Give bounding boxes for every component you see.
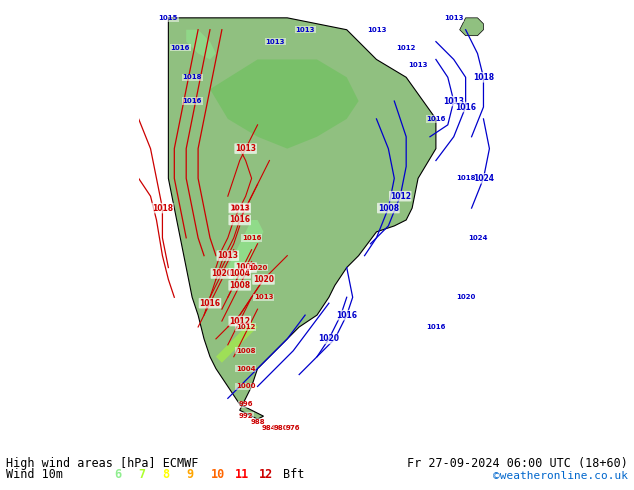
Text: 1016: 1016: [426, 116, 446, 122]
Text: 976: 976: [286, 425, 301, 431]
Polygon shape: [216, 321, 257, 363]
Text: 1013: 1013: [230, 205, 249, 211]
Text: ©weatheronline.co.uk: ©weatheronline.co.uk: [493, 471, 628, 481]
Text: 6: 6: [114, 468, 121, 481]
Text: 1020: 1020: [456, 294, 476, 300]
Text: 1018: 1018: [456, 175, 476, 181]
Text: 1012: 1012: [390, 192, 411, 201]
Text: 10: 10: [210, 468, 224, 481]
Text: 988: 988: [250, 419, 265, 425]
Text: 1008: 1008: [378, 203, 399, 213]
Text: 1018: 1018: [152, 203, 173, 213]
Text: 1004: 1004: [230, 269, 250, 278]
Text: 1016: 1016: [455, 102, 476, 112]
Text: 1018: 1018: [473, 73, 494, 82]
Text: 1012: 1012: [236, 324, 256, 330]
Text: 1008: 1008: [229, 281, 250, 290]
Text: 1024: 1024: [468, 235, 488, 241]
Text: 1016: 1016: [242, 235, 261, 241]
Text: 1018: 1018: [183, 74, 202, 80]
Text: 996: 996: [238, 401, 253, 407]
Text: 1008: 1008: [236, 348, 256, 354]
Text: 1020: 1020: [253, 275, 274, 284]
Text: 1024: 1024: [473, 174, 494, 183]
Polygon shape: [186, 30, 216, 59]
Polygon shape: [169, 18, 436, 419]
Text: 980: 980: [274, 425, 288, 431]
Text: 11: 11: [235, 468, 249, 481]
Text: 1020: 1020: [318, 334, 339, 343]
Text: 1013: 1013: [266, 39, 285, 45]
Text: 1013: 1013: [217, 251, 238, 260]
Text: 1013: 1013: [366, 27, 386, 33]
Text: 12: 12: [259, 468, 273, 481]
Text: 984: 984: [262, 425, 277, 431]
Text: 1013: 1013: [443, 97, 464, 105]
Text: Fr 27-09-2024 06:00 UTC (18+60): Fr 27-09-2024 06:00 UTC (18+60): [407, 457, 628, 470]
Text: 1016: 1016: [171, 45, 190, 50]
Text: 7: 7: [138, 468, 145, 481]
Text: 1016: 1016: [183, 98, 202, 104]
Text: 1016: 1016: [336, 311, 357, 319]
Polygon shape: [228, 220, 264, 279]
Text: 1013: 1013: [230, 203, 250, 213]
Text: 1004: 1004: [236, 366, 256, 371]
Text: 1012: 1012: [396, 45, 416, 50]
Text: 1000: 1000: [236, 384, 256, 390]
Text: 9: 9: [186, 468, 193, 481]
Text: 1000: 1000: [235, 263, 256, 272]
Text: 1016: 1016: [200, 299, 221, 308]
Text: 1016: 1016: [426, 324, 446, 330]
Text: Bft: Bft: [283, 468, 304, 481]
Text: High wind areas [hPa] ECMWF: High wind areas [hPa] ECMWF: [6, 457, 198, 470]
Text: 8: 8: [162, 468, 169, 481]
Text: 1013: 1013: [444, 15, 463, 21]
Polygon shape: [460, 18, 484, 36]
Text: 1016: 1016: [230, 216, 250, 224]
Text: 1020: 1020: [211, 269, 233, 278]
Text: 1012: 1012: [230, 317, 250, 325]
Text: Wind 10m: Wind 10m: [6, 468, 63, 481]
Text: 1013: 1013: [254, 294, 273, 300]
Text: 1015: 1015: [158, 15, 178, 21]
Text: 1013: 1013: [408, 62, 428, 69]
Text: 992: 992: [238, 413, 253, 419]
Text: 1013: 1013: [295, 27, 315, 33]
Polygon shape: [210, 59, 359, 148]
Text: 1013: 1013: [235, 144, 256, 153]
Text: 1020: 1020: [248, 265, 268, 270]
